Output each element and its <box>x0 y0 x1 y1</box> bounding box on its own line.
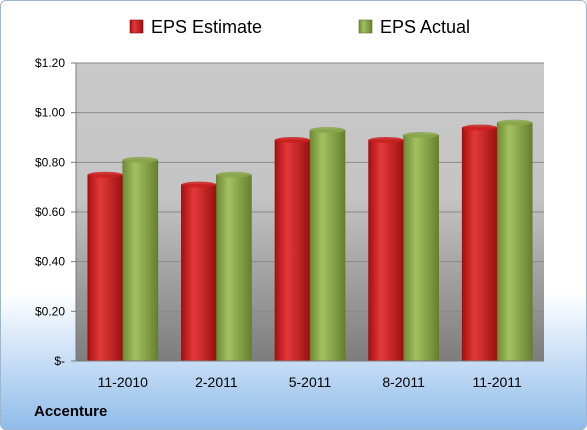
bar-top-cap <box>216 171 252 178</box>
bar-top-cap <box>462 124 498 131</box>
bar-top-cap <box>310 127 345 134</box>
y-tick-label: $0.60 <box>35 205 65 219</box>
bar-eps-estimate <box>274 139 311 362</box>
y-tick-label: $1.00 <box>35 106 65 120</box>
bar-top-cap <box>181 181 217 188</box>
x-category-label: 2-2011 <box>195 374 238 390</box>
bar-top-cap <box>122 156 158 163</box>
bar-top-cap <box>368 136 404 143</box>
bar-eps-actual <box>216 174 252 362</box>
legend-swatch-eps-actual <box>358 19 373 34</box>
bar-eps-estimate <box>368 139 404 362</box>
bar-eps-actual <box>403 134 439 362</box>
y-tick-label: $1.20 <box>35 56 65 70</box>
x-category-label: 5-2011 <box>289 374 332 390</box>
legend-swatch-eps-estimate <box>129 19 144 34</box>
x-category-label: 11-2010 <box>98 374 149 390</box>
x-category-label: 11-2011 <box>473 374 523 390</box>
bar-top-cap <box>497 119 533 126</box>
company-name: Accenture <box>34 403 108 420</box>
bar-eps-actual <box>122 159 159 362</box>
legend-label-eps-actual: EPS Actual <box>380 17 470 37</box>
bar-eps-actual <box>496 122 533 362</box>
legend-label-eps-estimate: EPS Estimate <box>151 17 262 37</box>
bar-eps-estimate <box>87 174 124 362</box>
bar-eps-estimate <box>181 184 217 362</box>
bar-eps-estimate <box>461 127 498 362</box>
x-category-label: 8-2011 <box>382 374 425 390</box>
bar-top-cap <box>87 171 123 178</box>
y-tick-label: $- <box>54 354 65 368</box>
y-tick-label: $0.80 <box>35 155 65 169</box>
bar-top-cap <box>275 136 310 143</box>
bar-top-cap <box>403 132 439 139</box>
y-tick-label: $0.40 <box>35 255 65 269</box>
y-tick-label: $0.20 <box>35 304 65 318</box>
bar-eps-actual <box>309 129 346 362</box>
